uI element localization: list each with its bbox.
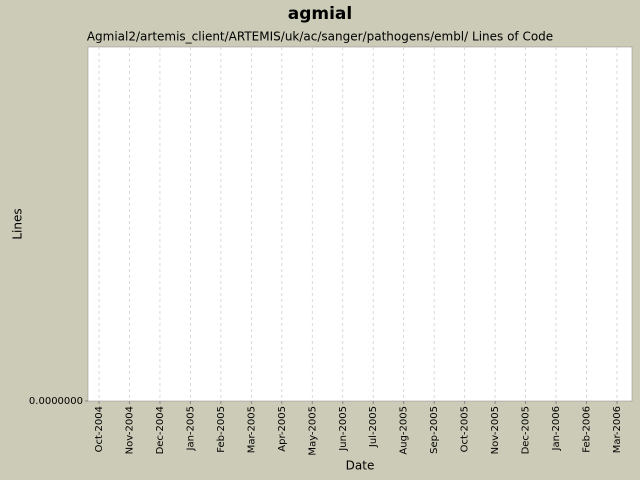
chart-subtitle: Agmial2/artemis_client/ARTEMIS/uk/ac/san… — [87, 30, 553, 44]
x-tick-label: Mar-2005 — [246, 406, 257, 453]
x-tick-label: Mar-2006 — [612, 406, 623, 453]
x-tick-label: May-2005 — [307, 406, 318, 456]
x-tick-label: Jan-2005 — [185, 406, 196, 451]
x-tick-label: Feb-2005 — [216, 406, 227, 453]
chart-title: agmial — [288, 4, 352, 24]
plot-area — [87, 46, 633, 402]
x-tick-label: Dec-2004 — [155, 406, 166, 454]
x-tick-label: Nov-2005 — [490, 406, 501, 454]
x-axis-label: Date — [346, 459, 375, 473]
x-tick-label: Aug-2005 — [399, 406, 410, 455]
x-tick-label: Jul-2005 — [368, 406, 379, 448]
x-tick-label: Sep-2005 — [429, 406, 440, 454]
x-tick-label: Feb-2006 — [582, 406, 593, 453]
x-tick-label: Oct-2004 — [94, 406, 105, 452]
x-tick-label: Jun-2005 — [338, 406, 349, 452]
x-tick-label: Jan-2006 — [551, 406, 562, 451]
x-tick-label: Dec-2005 — [521, 406, 532, 454]
y-axis-label: Lines — [11, 208, 25, 239]
y-tick-label: 0.0000000 — [29, 396, 83, 407]
x-tick-label: Apr-2005 — [277, 406, 288, 452]
x-tick-label: Nov-2004 — [124, 406, 135, 454]
x-tick-label: Oct-2005 — [460, 406, 471, 452]
